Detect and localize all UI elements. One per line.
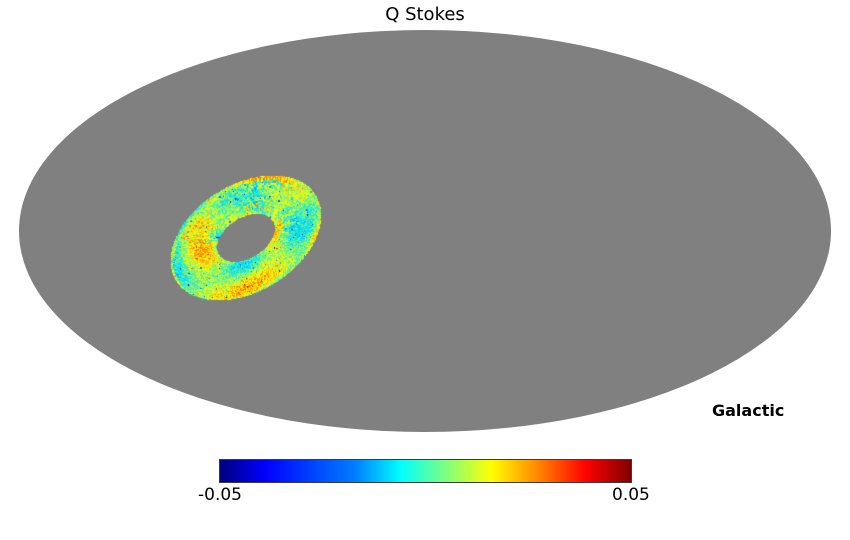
coordinate-system-label: Galactic: [712, 401, 785, 420]
healpix-data-layer: [19, 30, 831, 432]
colorbar-bar: [219, 459, 632, 483]
colorbar-max-label: 0.05: [612, 485, 650, 505]
page-title: Q Stokes: [385, 4, 465, 25]
colorbar: -0.05 0.05: [198, 459, 650, 505]
colorbar-gradient: [220, 460, 631, 482]
sky-ellipse: [19, 30, 831, 432]
mollweide-projection: [19, 30, 831, 432]
colorbar-min-label: -0.05: [198, 485, 242, 505]
